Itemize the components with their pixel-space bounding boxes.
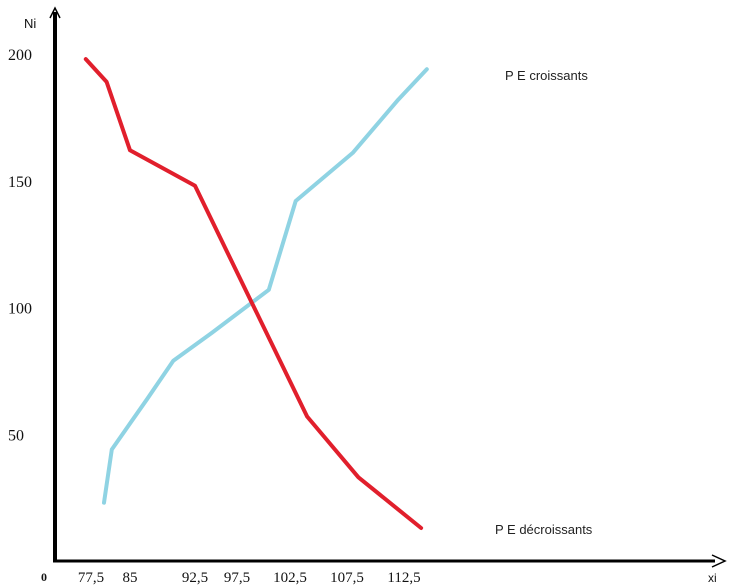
data-point (171, 359, 175, 363)
data-point (356, 475, 360, 479)
x-tick-label: 97,5 (224, 570, 250, 586)
y-tick-label: 200 (8, 47, 32, 64)
series-lines (83, 57, 429, 530)
data-point (425, 67, 429, 71)
axes (49, 6, 727, 568)
data-point (128, 148, 132, 152)
data-point (267, 288, 271, 292)
data-point (396, 98, 400, 102)
x-tick-label: 77,5 (78, 570, 104, 586)
x-tick-label: 107,5 (330, 570, 364, 586)
x-tick-label: 112,5 (387, 570, 420, 586)
tick-labels: 77,5 85 92,5 97,5 102,5 107,5 112,5 50 100 150 200 (8, 47, 421, 586)
x-tick-label: 102,5 (273, 570, 307, 586)
data-point (210, 331, 214, 335)
data-point (145, 397, 149, 401)
legend-label-decroissants: P E décroissants (495, 522, 593, 537)
y-tick-label: 150 (8, 174, 32, 191)
x-axis-arrowhead (711, 554, 727, 568)
y-tick-label: 100 (8, 301, 32, 318)
data-point (110, 448, 114, 451)
data-point (102, 501, 106, 505)
y-axis-arrowhead (49, 6, 61, 19)
data-point (305, 415, 309, 418)
data-point (351, 151, 355, 155)
legend-label-croissants: P E croissants (505, 68, 588, 83)
data-point (419, 526, 423, 530)
origin-label: 0 (41, 570, 47, 584)
series-line-croissants (102, 67, 429, 505)
data-point (294, 199, 298, 203)
data-point (84, 57, 88, 61)
y-axis-title: Ni (24, 16, 36, 31)
y-tick-label: 50 (8, 427, 24, 444)
data-point (105, 80, 109, 84)
x-tick-label: 85 (123, 570, 138, 586)
x-axis-title: xi (708, 571, 717, 585)
x-tick-label: 92,5 (182, 570, 208, 586)
data-point (193, 184, 197, 188)
